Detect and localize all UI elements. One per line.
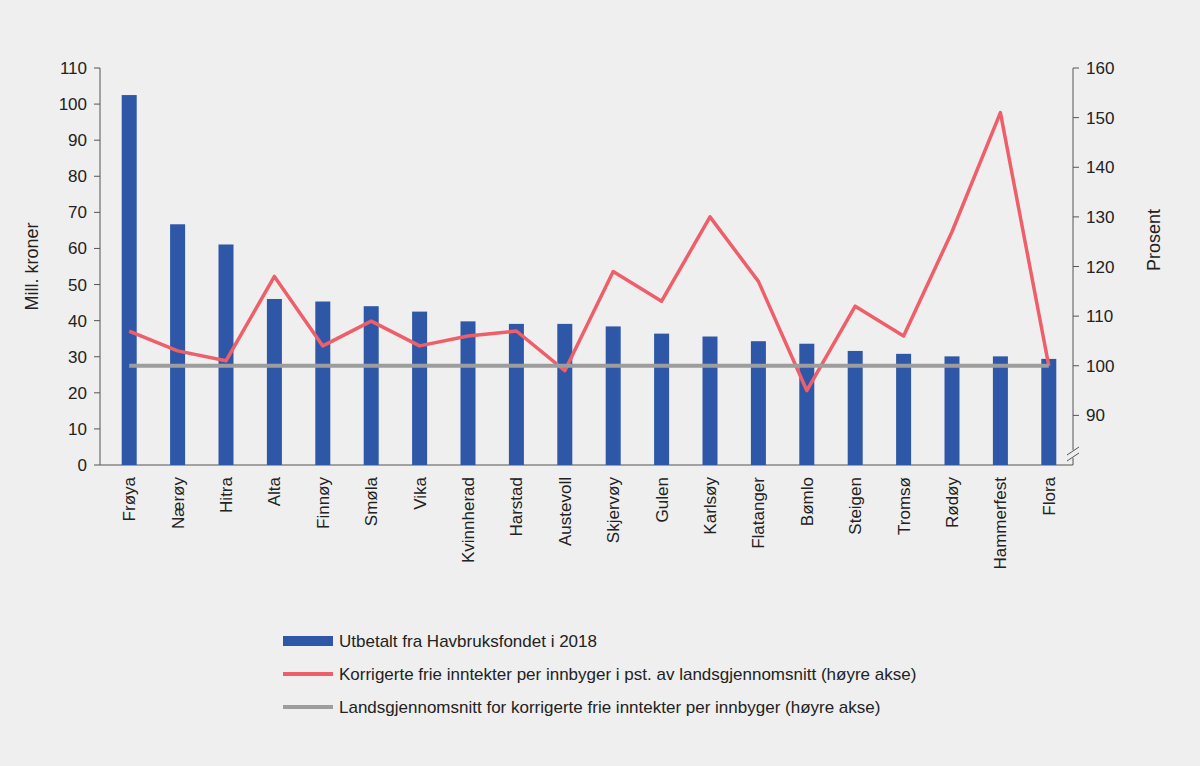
- y-tick-label: 20: [68, 384, 87, 403]
- y-tick: [94, 248, 100, 249]
- x-tick-label: Bømlo: [798, 477, 817, 526]
- bar: [557, 324, 572, 465]
- y2-tick: [1073, 68, 1079, 69]
- y-tick-label: 50: [68, 276, 87, 295]
- bar: [703, 337, 718, 465]
- legend-label: Landsgjennomsnitt for korrigerte frie in…: [339, 698, 880, 717]
- line: [129, 364, 1049, 368]
- y2-tick-label: 110: [1086, 307, 1113, 326]
- y-tick: [94, 428, 100, 429]
- y2-tick: [1073, 167, 1079, 168]
- x-tick-label: Finnøy: [314, 477, 333, 529]
- x-tick-label: Skjervøy: [604, 477, 623, 544]
- bar: [1041, 359, 1056, 465]
- y-tick: [94, 104, 100, 105]
- background: [0, 0, 1200, 766]
- legend-label: Korrigerte frie inntekter per innbyger i…: [339, 665, 916, 684]
- bar: [654, 334, 669, 465]
- bar: [799, 344, 814, 465]
- line: [129, 113, 1049, 391]
- y-tick: [94, 212, 100, 213]
- y-tick: [94, 284, 100, 285]
- axis-break: [1067, 453, 1079, 461]
- y2-tick-label: 160: [1086, 59, 1114, 78]
- y2-tick: [1073, 415, 1079, 416]
- chart: 0 10 20 30 40 50 60 70 80 90 100 110 Mill. kroner 90 1…: [0, 0, 1200, 766]
- x-tick-label: Kvinnherad: [459, 477, 478, 563]
- bar: [364, 306, 379, 465]
- y2-tick-label: 140: [1086, 158, 1114, 177]
- bar: [945, 356, 960, 465]
- y2-tick: [1073, 365, 1079, 366]
- y-tick-label: 110: [60, 59, 87, 78]
- y2-axis-label: Prosent: [1144, 209, 1164, 271]
- bar: [122, 95, 137, 465]
- y-tick: [94, 68, 100, 69]
- y-tick: [94, 465, 100, 466]
- bar: [896, 354, 911, 465]
- y-tick-label: 70: [68, 203, 87, 222]
- x-tick-label: Steigen: [846, 477, 865, 535]
- y2-tick: [1073, 316, 1079, 317]
- bar: [461, 321, 476, 465]
- y-tick: [94, 356, 100, 357]
- x-tick-label: Frøya: [120, 476, 139, 521]
- y-tick-label: 40: [68, 312, 87, 331]
- x-tick-label: Flatanger: [749, 477, 768, 549]
- x-tick-label: Alta: [265, 476, 284, 506]
- bar: [267, 299, 282, 465]
- bar: [412, 312, 427, 465]
- bar: [606, 326, 621, 465]
- y-tick: [94, 176, 100, 177]
- bar: [751, 341, 766, 465]
- y2-tick: [1073, 117, 1079, 118]
- x-tick-label: Hammerfest: [991, 477, 1010, 570]
- y-axis-label: Mill. kroner: [22, 222, 42, 310]
- bar: [993, 356, 1008, 465]
- legend-swatch: [283, 705, 333, 709]
- y-tick: [94, 320, 100, 321]
- x-tick-label: Flora: [1040, 476, 1059, 515]
- y-tick-label: 0: [78, 456, 87, 475]
- y2-tick-label: 120: [1086, 258, 1114, 277]
- y2-tick-label: 130: [1086, 208, 1114, 227]
- y2-tick-label: 150: [1086, 109, 1114, 128]
- legend-label: Utbetalt fra Havbruksfondet i 2018: [339, 632, 597, 651]
- x-tick-label: Harstad: [507, 477, 526, 537]
- x-tick-label: Gulen: [653, 477, 672, 522]
- x-tick-label: Tromsø: [895, 477, 914, 535]
- bar: [170, 224, 185, 465]
- y-tick-label: 90: [68, 131, 87, 150]
- x-tick-label: Austevoll: [556, 477, 575, 546]
- x-tick-label: Rødøy: [943, 477, 962, 529]
- y-tick: [94, 392, 100, 393]
- x-tick-label: Vika: [411, 476, 430, 509]
- legend-swatch: [283, 636, 333, 646]
- y-tick-label: 100: [59, 95, 87, 114]
- y2-tick: [1073, 216, 1079, 217]
- x-tick-label: Hitra: [217, 476, 236, 512]
- y-tick: [94, 140, 100, 141]
- plot-area: [122, 95, 1057, 465]
- y-tick-label: 30: [68, 348, 87, 367]
- y-tick-label: 80: [68, 167, 87, 186]
- y2-tick-label: 100: [1086, 357, 1114, 376]
- y-axis: [100, 68, 101, 465]
- bar: [848, 351, 863, 465]
- y2-tick: [1073, 266, 1079, 267]
- y-tick-label: 10: [68, 420, 87, 439]
- x-tick-label: Smøla: [362, 476, 381, 526]
- x-axis: [100, 465, 1073, 466]
- x-tick-label: Karlsøy: [701, 477, 720, 535]
- bar: [315, 302, 330, 465]
- x-tick-label: Nærøy: [169, 477, 188, 529]
- bar: [509, 324, 524, 465]
- y-tick-label: 60: [68, 239, 87, 258]
- legend-swatch: [283, 672, 333, 676]
- y2-tick-label: 90: [1086, 406, 1105, 425]
